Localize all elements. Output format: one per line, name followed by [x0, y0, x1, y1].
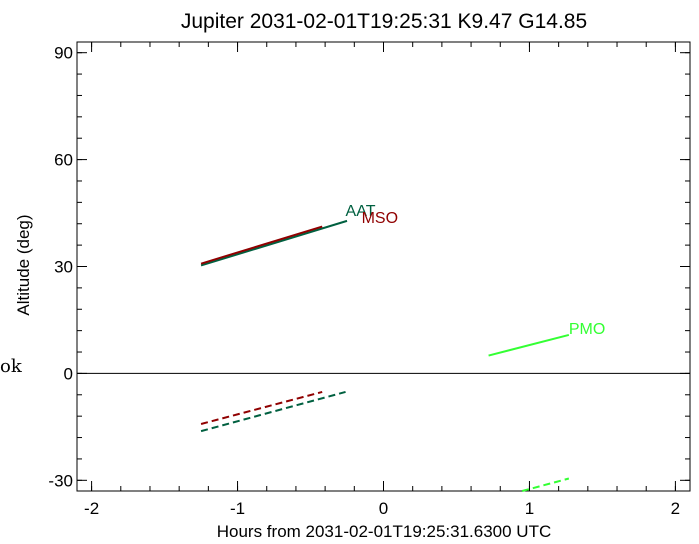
plot-frame: [76, 41, 691, 492]
y-tick-label: 90: [54, 44, 73, 63]
track-5-dashed-line: [521, 477, 570, 492]
x-tick-label: 0: [379, 499, 388, 518]
track-1-dashed-line: [200, 390, 346, 433]
mso-line: [200, 225, 323, 265]
chart-title: Jupiter 2031-02-01T19:25:31 K9.47 G14.85: [181, 10, 587, 33]
aat-label: AAT: [346, 203, 376, 220]
track-3-dashed-line: [200, 390, 323, 425]
mso-label: MSO: [362, 210, 398, 227]
axis-ticks: [77, 42, 690, 491]
y-tick-label: 30: [54, 258, 73, 277]
y-axis-label: Altitude (deg): [14, 214, 33, 315]
pmo-label: PMO: [569, 321, 605, 338]
y-tick-label: 60: [54, 151, 73, 170]
y-tick-label: -30: [48, 471, 73, 490]
axis-tick-labels: -2 -1 0 1 2 -30 0 30 60 90: [48, 44, 680, 518]
edge-text-fragment: ok: [0, 356, 22, 377]
x-tick-label: 2: [671, 499, 680, 518]
x-axis-label: Hours from 2031-02-01T19:25:31.6300 UTC: [217, 522, 552, 541]
y-tick-label: 0: [64, 364, 73, 383]
aat-line: [200, 219, 348, 267]
x-tick-label: -2: [84, 499, 99, 518]
pmo-line: [488, 333, 570, 357]
x-tick-label: -1: [230, 499, 245, 518]
x-tick-label: 1: [525, 499, 534, 518]
